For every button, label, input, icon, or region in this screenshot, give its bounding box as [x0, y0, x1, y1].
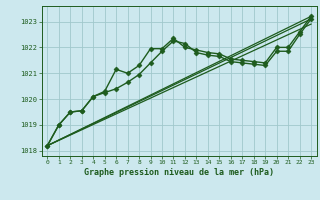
X-axis label: Graphe pression niveau de la mer (hPa): Graphe pression niveau de la mer (hPa)	[84, 168, 274, 177]
